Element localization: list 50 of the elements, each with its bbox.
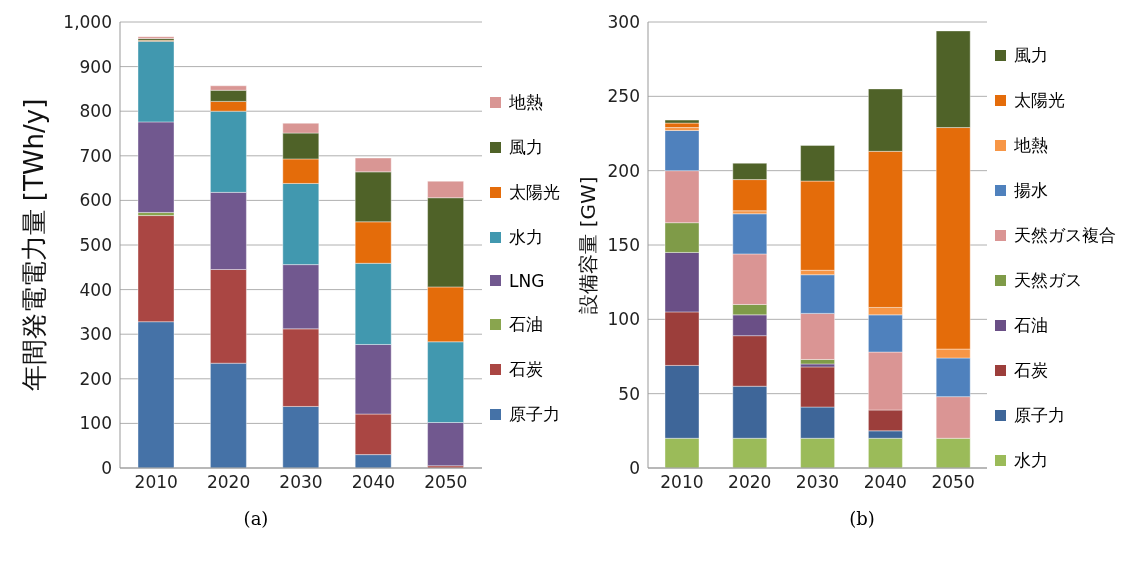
text: (a) <box>242 508 270 529</box>
y-tick-label: 50 <box>618 383 640 404</box>
legend-label: 揚水 <box>1014 179 1048 202</box>
legend-label: 石油 <box>509 312 543 336</box>
y-tick-label: 0 <box>101 458 112 479</box>
y-tick-label: 700 <box>79 145 112 166</box>
text: (b) <box>848 508 876 529</box>
legend-label: 石炭 <box>509 357 543 381</box>
legend-label: 風力 <box>509 135 543 159</box>
x-tick-label: 2010 <box>660 472 704 493</box>
legend-label: 水力 <box>509 225 543 249</box>
x-tick-label: 2010 <box>134 472 178 493</box>
legend-label: 地熱 <box>1014 134 1048 157</box>
y-tick-label: 1,000 <box>63 12 112 33</box>
y-tick-label: 150 <box>607 235 640 256</box>
y-axis-title: 年間発電電力量 [TWh/y] <box>19 98 50 392</box>
legend-label: 風力 <box>1014 44 1048 67</box>
x-tick-label: 2020 <box>206 472 251 493</box>
y-tick-label: 100 <box>79 413 112 434</box>
legend-label: 石炭 <box>1014 359 1048 382</box>
legend-label: 石油 <box>1014 314 1048 337</box>
y-tick-label: 300 <box>607 12 640 33</box>
y-tick-label: 800 <box>79 101 112 122</box>
legend-label: 原子力 <box>509 402 560 426</box>
y-tick-label: 200 <box>607 160 640 181</box>
x-tick-label: 2030 <box>795 472 840 493</box>
legend-label: 天然ガス複合 <box>1014 224 1116 247</box>
legend-label: 原子力 <box>1014 404 1065 427</box>
y-tick-label: 400 <box>79 279 112 300</box>
legend-label: LNG <box>509 270 545 291</box>
y-tick-label: 900 <box>79 56 112 77</box>
y-axis-title: 設備容量 [GW] <box>576 176 601 314</box>
y-tick-label: 100 <box>607 309 640 330</box>
y-tick-label: 500 <box>79 235 112 256</box>
y-tick-label: 200 <box>79 368 112 389</box>
x-tick-label: 2050 <box>931 472 975 493</box>
x-tick-label: 2020 <box>728 472 772 493</box>
legend-label: 太陽光 <box>1014 89 1065 112</box>
x-tick-label: 2040 <box>863 472 907 493</box>
x-tick-label: 2050 <box>424 472 468 493</box>
y-tick-label: 300 <box>79 324 112 345</box>
y-tick-label: 0 <box>629 458 640 479</box>
legend-label: 天然ガス <box>1014 269 1082 292</box>
x-tick-label: 2040 <box>351 472 396 493</box>
legend-label: 水力 <box>1014 449 1048 472</box>
x-tick-label: 2030 <box>279 472 323 493</box>
legend-label: 地熱 <box>509 90 543 114</box>
y-tick-label: 250 <box>607 86 640 107</box>
y-tick-label: 600 <box>79 190 112 211</box>
legend-label: 太陽光 <box>509 180 560 204</box>
